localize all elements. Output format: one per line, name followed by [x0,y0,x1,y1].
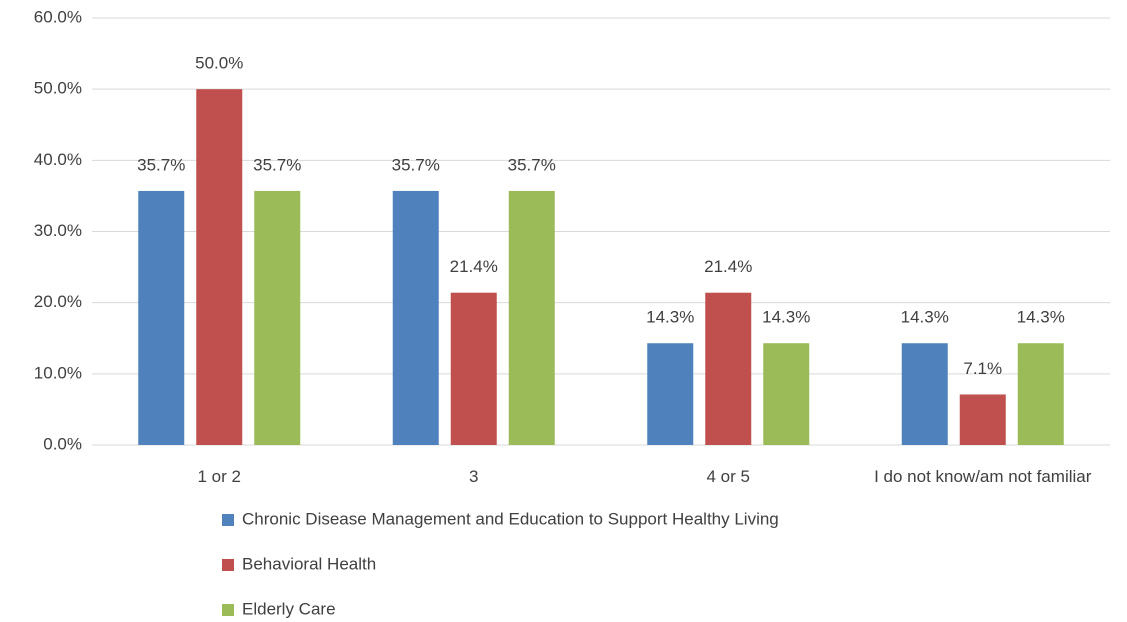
data-label: 21.4% [704,257,752,276]
data-label: 35.7% [392,155,440,174]
y-tick-label: 30.0% [34,221,82,240]
bar [138,190,185,445]
legend-label: Behavioral Health [242,554,376,573]
legend-swatch [222,559,234,571]
y-tick-label: 20.0% [34,292,82,311]
bar [196,89,243,446]
y-tick-label: 40.0% [34,150,82,169]
legend-swatch [222,604,234,616]
data-label: 14.3% [762,308,810,327]
x-tick-label: 3 [469,467,479,486]
legend-swatch [222,514,234,526]
bar [1017,343,1064,445]
x-tick-label: 1 or 2 [197,467,241,486]
data-label: 35.7% [253,155,301,174]
data-label: 7.1% [963,359,1002,378]
data-label: 14.3% [646,308,694,327]
y-tick-label: 10.0% [34,363,82,382]
data-label: 21.4% [450,257,498,276]
bar [763,343,810,445]
y-tick-label: 60.0% [34,7,82,26]
bar [959,394,1006,445]
data-label: 14.3% [901,308,949,327]
bar [254,190,301,445]
bar [392,190,439,445]
bar [705,292,752,445]
x-tick-label: 4 or 5 [706,467,750,486]
legend-label: Chronic Disease Management and Education… [242,509,779,528]
y-tick-label: 0.0% [43,434,82,453]
bar [450,292,497,445]
y-tick-label: 50.0% [34,79,82,98]
data-label: 35.7% [137,155,185,174]
bar [901,343,948,445]
data-label: 14.3% [1017,308,1065,327]
data-label: 35.7% [508,155,556,174]
data-label: 50.0% [195,54,243,73]
x-tick-label: I do not know/am not familiar [874,467,1092,486]
legend-label: Elderly Care [242,599,336,618]
bar [508,190,555,445]
bar [647,343,694,445]
